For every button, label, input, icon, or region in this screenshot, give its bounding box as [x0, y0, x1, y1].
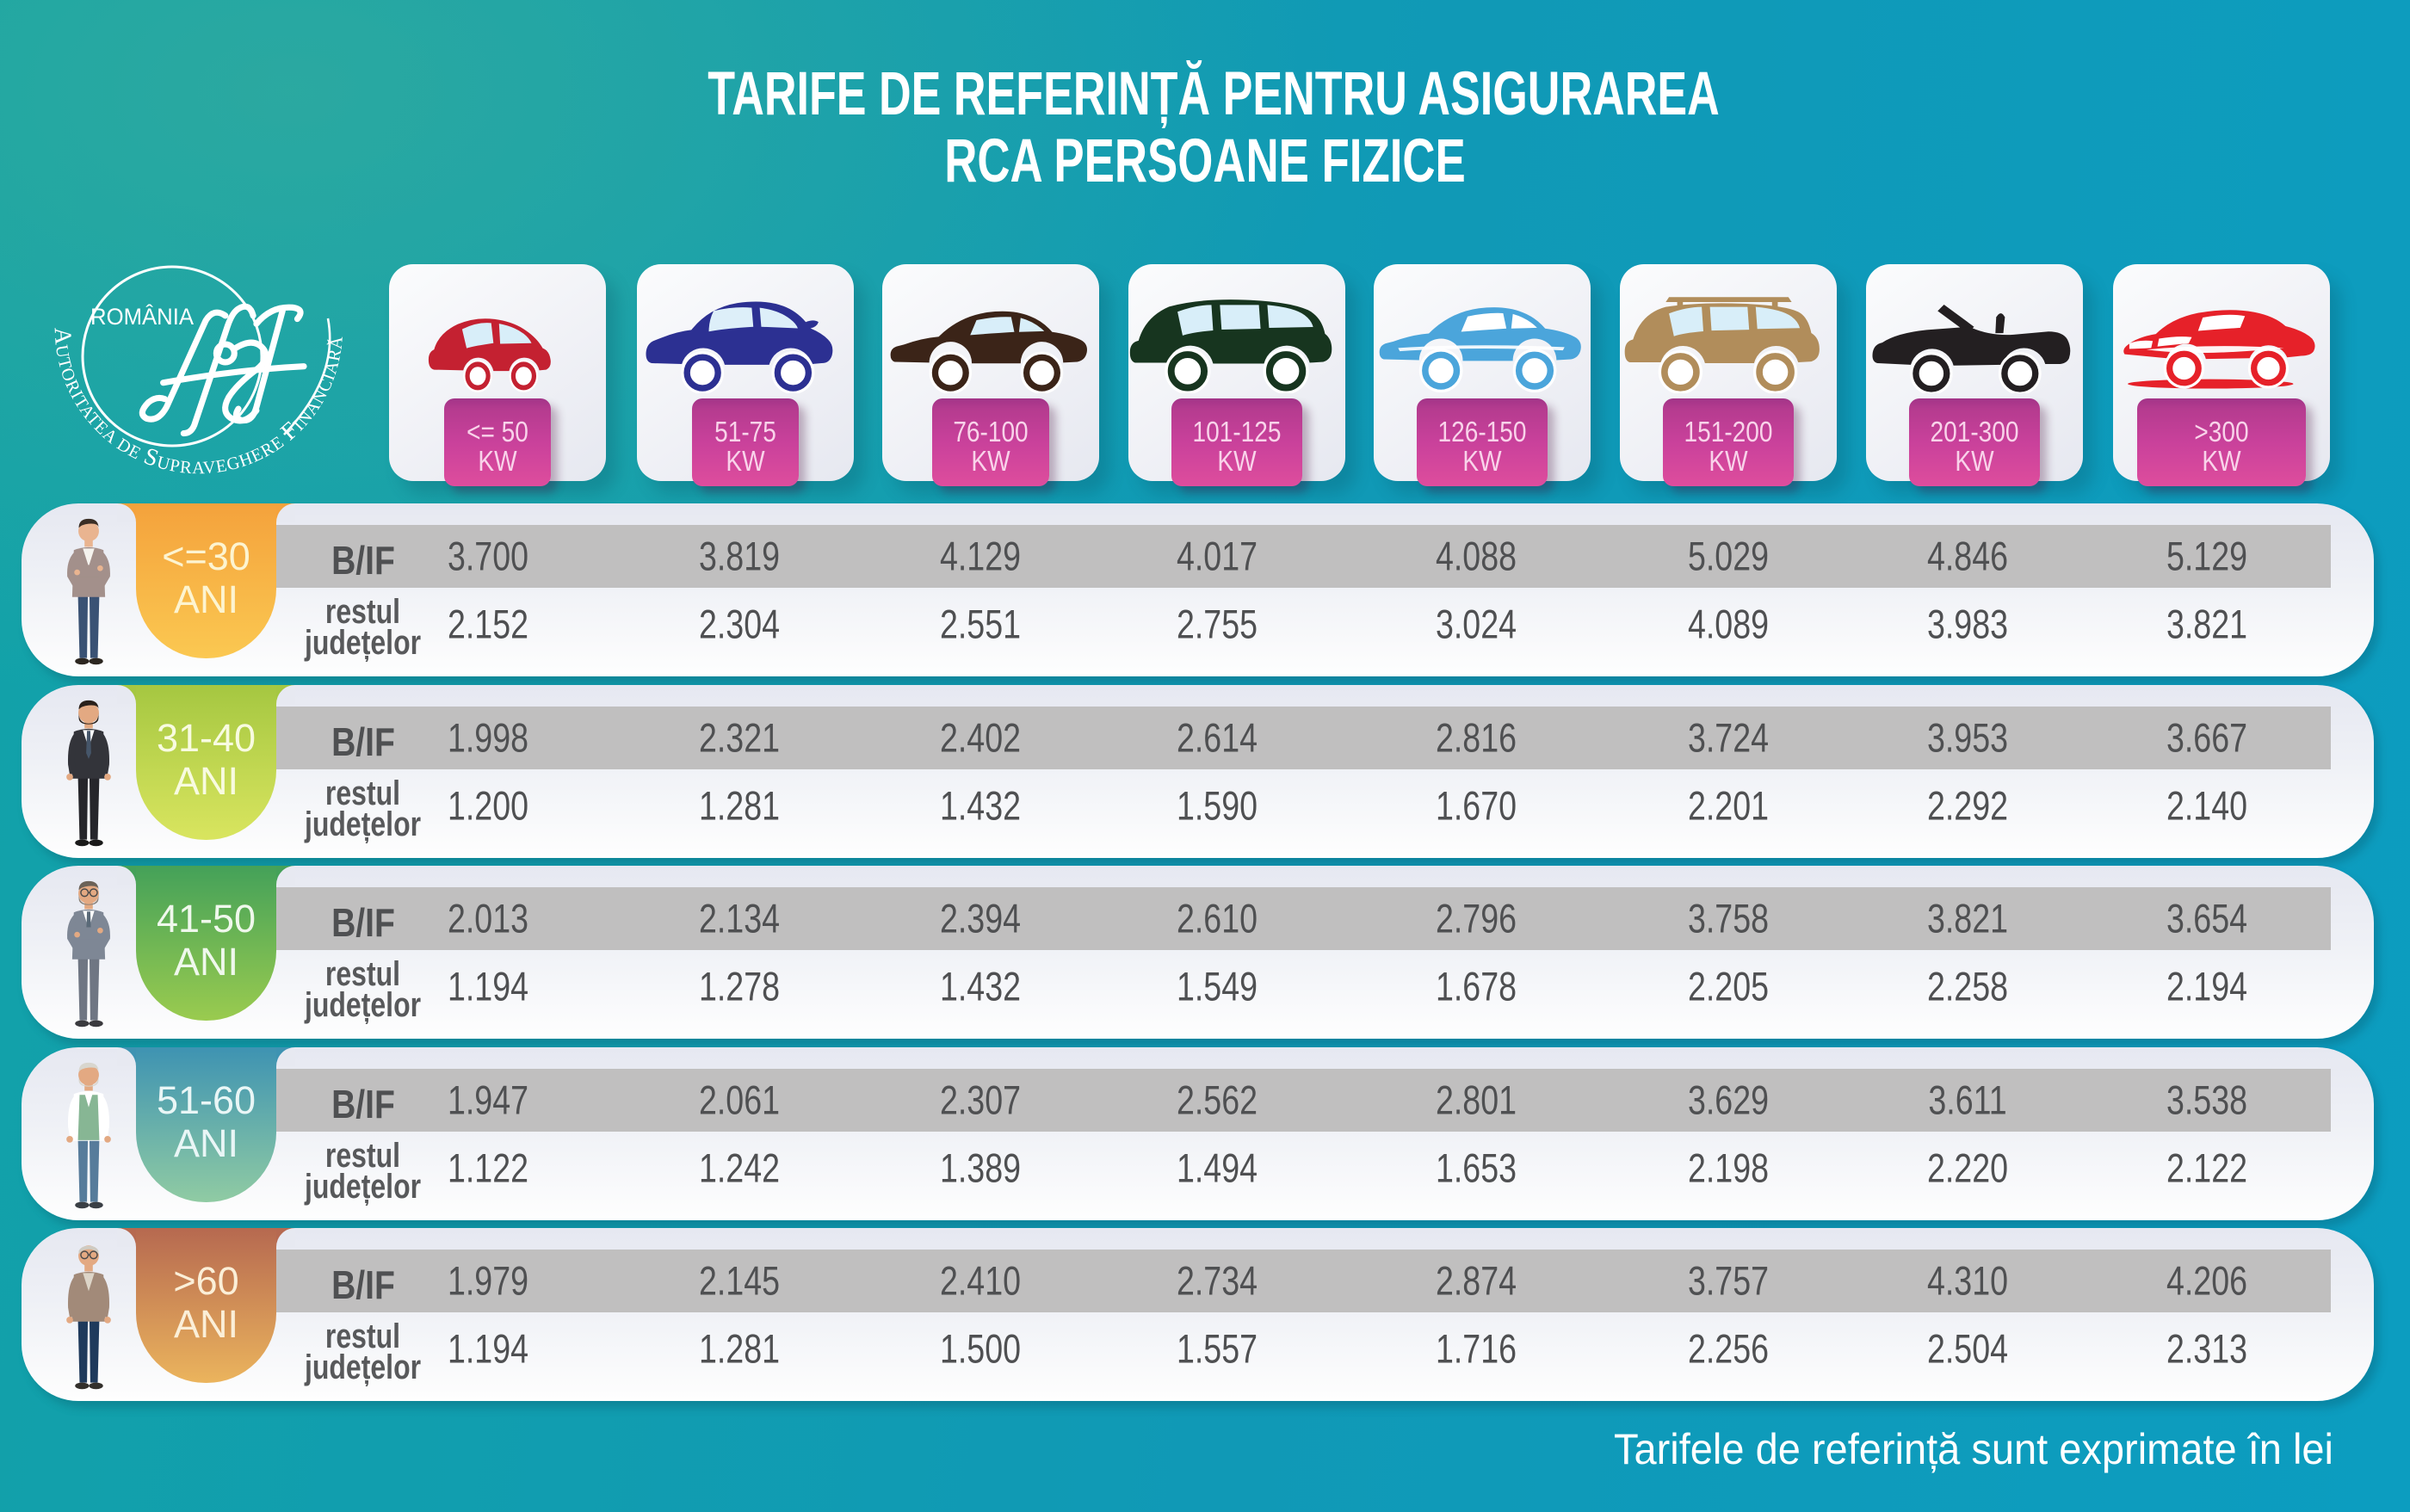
svg-text:ROMÂNIA: ROMÂNIA	[90, 303, 194, 330]
